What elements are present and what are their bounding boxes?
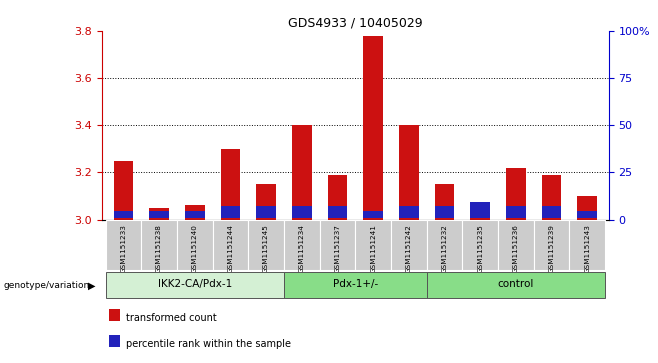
Bar xyxy=(355,220,391,270)
Text: GSM1151232: GSM1151232 xyxy=(442,224,447,273)
Bar xyxy=(320,220,355,270)
Text: GSM1151237: GSM1151237 xyxy=(334,224,340,273)
Bar xyxy=(220,149,240,220)
Bar xyxy=(149,211,169,218)
Bar xyxy=(569,220,605,270)
Text: IKK2-CA/Pdx-1: IKK2-CA/Pdx-1 xyxy=(158,280,232,289)
Bar xyxy=(328,207,347,218)
Text: Pdx-1+/-: Pdx-1+/- xyxy=(333,280,378,289)
Bar xyxy=(284,220,320,270)
Text: GSM1151239: GSM1151239 xyxy=(549,224,555,273)
Bar xyxy=(506,207,526,218)
Text: GSM1151235: GSM1151235 xyxy=(477,224,483,273)
Bar xyxy=(114,160,133,220)
Bar xyxy=(105,272,284,298)
Bar xyxy=(498,220,534,270)
Text: GSM1151244: GSM1151244 xyxy=(228,224,234,273)
Text: GSM1151236: GSM1151236 xyxy=(513,224,519,273)
Bar xyxy=(578,211,597,218)
Text: GSM1151234: GSM1151234 xyxy=(299,224,305,273)
Bar xyxy=(220,207,240,218)
Bar xyxy=(399,207,418,218)
Text: GSM1151241: GSM1151241 xyxy=(370,224,376,273)
Text: GSM1151245: GSM1151245 xyxy=(263,224,269,273)
Title: GDS4933 / 10405029: GDS4933 / 10405029 xyxy=(288,17,422,30)
Bar xyxy=(435,184,454,220)
Text: transformed count: transformed count xyxy=(126,313,216,323)
Bar xyxy=(141,220,177,270)
Text: percentile rank within the sample: percentile rank within the sample xyxy=(126,339,291,349)
Bar xyxy=(399,125,418,220)
Bar xyxy=(185,211,205,218)
Bar xyxy=(257,184,276,220)
Bar xyxy=(149,208,169,220)
Bar xyxy=(248,220,284,270)
Bar xyxy=(426,220,463,270)
Bar xyxy=(435,207,454,218)
Bar xyxy=(426,272,605,298)
Text: GSM1151240: GSM1151240 xyxy=(191,224,198,273)
Text: genotype/variation: genotype/variation xyxy=(3,281,89,290)
Bar xyxy=(105,220,141,270)
Bar xyxy=(257,207,276,218)
Text: GSM1151242: GSM1151242 xyxy=(406,224,412,273)
Bar xyxy=(506,168,526,220)
Bar xyxy=(542,207,561,218)
Text: GSM1151243: GSM1151243 xyxy=(584,224,590,273)
Bar xyxy=(391,220,426,270)
Text: control: control xyxy=(497,280,534,289)
Bar xyxy=(363,36,383,220)
Bar xyxy=(177,220,213,270)
Bar xyxy=(578,196,597,220)
Bar xyxy=(463,220,498,270)
Bar xyxy=(534,220,569,270)
Bar xyxy=(363,211,383,218)
Bar xyxy=(292,207,312,218)
Bar xyxy=(292,125,312,220)
Text: GSM1151233: GSM1151233 xyxy=(120,224,126,273)
Bar xyxy=(542,175,561,220)
Bar xyxy=(284,272,426,298)
Bar xyxy=(185,205,205,220)
Bar xyxy=(470,210,490,220)
Bar xyxy=(470,203,490,218)
Bar xyxy=(114,211,133,218)
Text: ▶: ▶ xyxy=(88,281,96,291)
Text: GSM1151238: GSM1151238 xyxy=(156,224,162,273)
Bar xyxy=(213,220,248,270)
Bar xyxy=(328,175,347,220)
